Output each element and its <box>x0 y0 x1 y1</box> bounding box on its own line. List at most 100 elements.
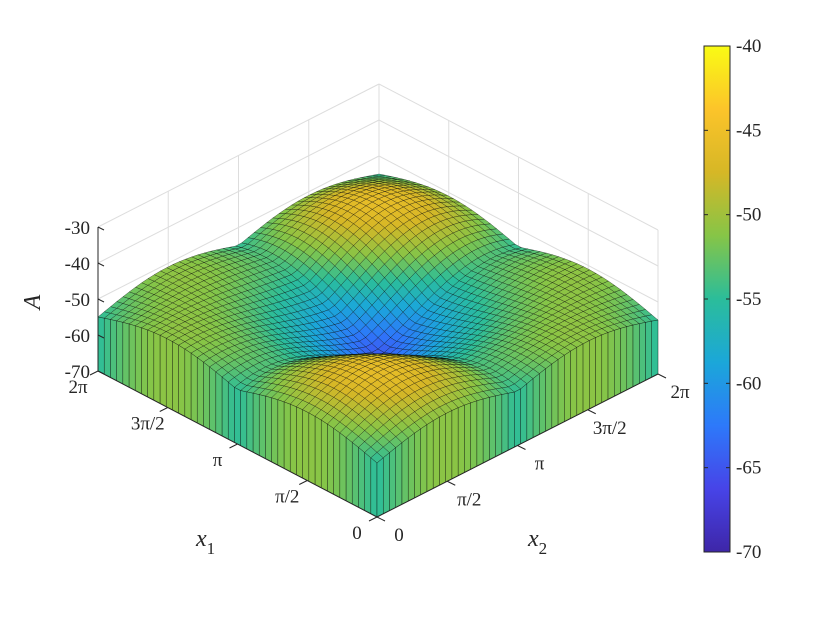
surface-edge-patch <box>495 394 503 457</box>
surface-edge-patch <box>240 390 247 450</box>
surface-edge-patch <box>489 395 496 461</box>
grid-line <box>97 119 380 264</box>
x1-axis-label: x1 <box>195 526 215 558</box>
surface-edge-patch <box>215 371 223 437</box>
surface-edge-patch <box>545 363 553 432</box>
x2-axis-label: x2 <box>527 526 547 558</box>
x2-tick-mark <box>447 480 456 486</box>
surface-edge-patch <box>645 320 652 381</box>
colorbar-bar <box>703 45 731 553</box>
x1-axis-ticks: 0 π/2 π 3π/2 2π <box>68 370 378 544</box>
x1-tick-mark <box>368 516 378 522</box>
surface-edge-patch <box>507 391 515 451</box>
surface-edge-patch <box>564 350 571 422</box>
surface-edge-patch <box>259 394 266 459</box>
colorbar-tick-label: -40 <box>736 36 761 57</box>
surface-edge-patch <box>246 391 254 453</box>
x2-tick-mark <box>517 445 526 450</box>
surface-edge-patch <box>651 319 659 378</box>
surface-edge-patch <box>607 330 615 400</box>
x2-axis-label-sub: 2 <box>539 539 548 558</box>
colorbar: -70 -65 -60 -55 -50 -45 -40 <box>703 36 761 563</box>
surface-edge-patch <box>414 428 421 499</box>
colorbar-tick-label: -45 <box>736 120 761 141</box>
surface-edge-patch <box>283 401 291 472</box>
surface-edge-patch <box>234 387 241 446</box>
grid-line <box>378 119 659 267</box>
surface-edge-patch <box>582 340 590 413</box>
x2-tick-label: π/2 <box>457 489 481 510</box>
grid-line <box>97 155 380 300</box>
surface-edge-patch <box>302 409 309 482</box>
surface-edge-patch <box>166 338 173 411</box>
surface-edge-patch <box>639 322 646 384</box>
colorbar-tick-label: -70 <box>736 542 761 563</box>
surface-edge-patch <box>97 316 105 375</box>
z-tick-mark <box>97 334 105 339</box>
surface-mesh <box>97 173 659 518</box>
x1-tick-mark <box>159 407 168 412</box>
surface-edge-patch <box>209 366 216 433</box>
surface-edge-patch <box>147 329 154 401</box>
x1-tick-label: 0 <box>352 523 362 544</box>
z-axis-label: A <box>20 294 46 311</box>
surface-edge-patch <box>408 432 415 502</box>
surface-edge-patch <box>135 325 142 395</box>
surface-edge-patch <box>514 388 521 448</box>
surface-edge-patch <box>626 324 634 391</box>
x1-tick-mark <box>89 370 99 376</box>
surface-edge-patch <box>520 383 528 445</box>
z-tick-label: -40 <box>65 254 90 275</box>
surface-edge-patch <box>358 447 365 511</box>
x2-tick-label: 3π/2 <box>593 418 627 439</box>
surface-edge-patch <box>153 332 161 404</box>
surface-edge-patch <box>614 328 621 397</box>
colorbar-tick-label: -50 <box>736 205 761 226</box>
surface-edge-patch <box>314 416 322 489</box>
surface-edge-patch <box>570 347 577 419</box>
x1-tick-label: 3π/2 <box>131 414 165 435</box>
surface-edge-patch <box>290 403 297 476</box>
z-tick-label: -60 <box>65 326 90 347</box>
surface-edge-patch <box>601 332 609 403</box>
surface-edge-patch <box>526 378 534 442</box>
surface-edge-patch <box>632 323 640 387</box>
surface-edge-patch <box>345 437 353 505</box>
surface-edge-patch <box>532 373 540 438</box>
surface-edge-patch <box>557 354 565 426</box>
surface-edge-patch <box>184 348 192 420</box>
surface-edge-patch <box>203 361 210 430</box>
x2-axis-label-main: x <box>527 526 539 552</box>
surface-edge-patch <box>426 420 434 492</box>
x1-tick-mark <box>299 480 308 485</box>
surface-edge-patch <box>482 397 490 464</box>
x1-tick-label: 2π <box>68 377 88 398</box>
x2-tick-label: π <box>535 454 545 475</box>
surface-edge-patch <box>364 452 371 515</box>
x1-tick-label: π/2 <box>275 487 299 508</box>
surface-edge-patch <box>172 341 179 414</box>
x2-axis-ticks: 0 π/2 π 3π/2 2π <box>376 373 690 546</box>
surface-edge-patch <box>370 457 378 518</box>
surface-edge-patch <box>401 437 409 505</box>
x1-axis-label-sub: 1 <box>207 539 216 558</box>
surface-edge-patch <box>376 457 384 518</box>
surface-edge-patch <box>595 334 602 407</box>
z-tick-mark <box>97 370 105 375</box>
surface-edge-patch <box>576 343 584 416</box>
surface-edge-patch <box>141 327 148 398</box>
surface-edge-patch <box>339 432 347 502</box>
surface-edge-patch <box>464 402 471 473</box>
colorbar-ticks: -70 -65 -60 -55 -50 -45 -40 <box>704 36 761 563</box>
x1-tick-label: π <box>213 450 223 471</box>
surface-edge-patch <box>116 320 123 385</box>
surface-edge-patch <box>271 397 278 466</box>
z-tick-mark <box>97 298 105 303</box>
surface-edge-patch <box>458 404 465 476</box>
surface-edge-patch <box>122 322 130 388</box>
surface-edge-patch <box>470 400 478 470</box>
surface-edge-patch <box>501 393 509 454</box>
grid-line <box>97 83 380 228</box>
surface-edge-patch <box>420 424 428 496</box>
